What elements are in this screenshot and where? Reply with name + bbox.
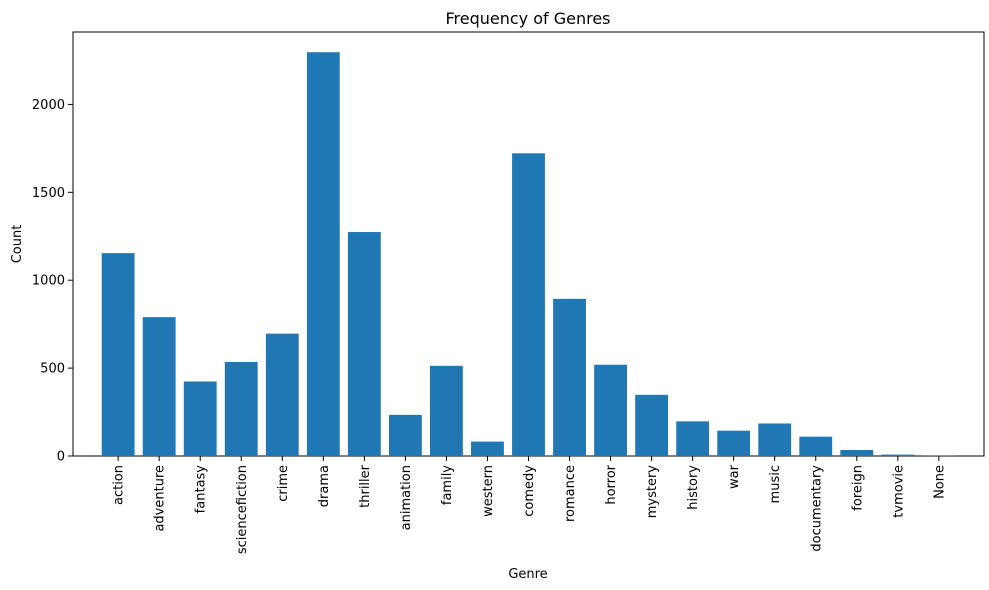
- x-tick-label: None: [932, 465, 947, 499]
- y-axis-title: Count: [10, 225, 25, 264]
- bar-music: [758, 423, 792, 456]
- y-tick-label: 0: [57, 450, 65, 465]
- x-tick-label: foreign: [850, 465, 865, 511]
- x-tick-label: drama: [317, 465, 332, 507]
- x-tick-label: animation: [399, 465, 414, 530]
- x-tick-label: family: [440, 465, 455, 505]
- bar-mystery: [635, 394, 669, 456]
- bar-documentary: [799, 436, 833, 456]
- bar-thriller: [347, 232, 381, 456]
- x-tick-label: horror: [604, 464, 619, 504]
- bar-western: [471, 441, 504, 456]
- bar-horror: [594, 364, 627, 456]
- x-tick-label: tvmovie: [891, 465, 906, 518]
- x-tick-label: music: [768, 465, 783, 503]
- x-tick-label: adventure: [153, 465, 168, 532]
- y-tick-label: 1500: [32, 186, 65, 201]
- bar-foreign: [840, 450, 874, 456]
- x-tick-label: romance: [563, 465, 578, 522]
- y-tick-label: 1000: [32, 274, 65, 289]
- x-tick-label: western: [481, 465, 496, 517]
- x-tick-label: mystery: [645, 465, 660, 519]
- bar-sciencefiction: [224, 361, 258, 456]
- x-axis: action adventure fantasy sciencefiction crim…: [112, 456, 947, 554]
- bar-animation: [388, 414, 422, 456]
- bar-crime: [265, 333, 299, 456]
- y-tick-label: 2000: [32, 98, 65, 113]
- x-tick-label: comedy: [522, 465, 537, 517]
- chart-title: Frequency of Genres: [445, 9, 610, 28]
- bar-war: [717, 430, 751, 456]
- bar-drama: [306, 52, 340, 456]
- x-tick-label: thriller: [358, 464, 373, 508]
- y-tick-label: 500: [40, 362, 65, 377]
- x-tick-label: action: [112, 465, 127, 505]
- bar-history: [676, 421, 710, 456]
- bar-comedy: [512, 153, 545, 457]
- x-tick-label: fantasy: [194, 465, 209, 514]
- bar-adventure: [142, 317, 176, 456]
- x-axis-title: Genre: [508, 567, 547, 582]
- y-axis: 0 500 1000 1500 2000: [32, 98, 73, 465]
- x-tick-label: sciencefiction: [235, 465, 250, 554]
- bar-fantasy: [183, 381, 217, 456]
- x-tick-label: documentary: [809, 465, 824, 552]
- x-tick-label: history: [686, 465, 701, 510]
- bar-family: [430, 365, 463, 456]
- x-tick-label: crime: [276, 465, 291, 502]
- bar-tvmovie: [881, 454, 915, 456]
- bar-action: [101, 253, 135, 456]
- bar-romance: [553, 298, 586, 456]
- bars: [101, 52, 956, 457]
- x-tick-label: war: [727, 464, 742, 489]
